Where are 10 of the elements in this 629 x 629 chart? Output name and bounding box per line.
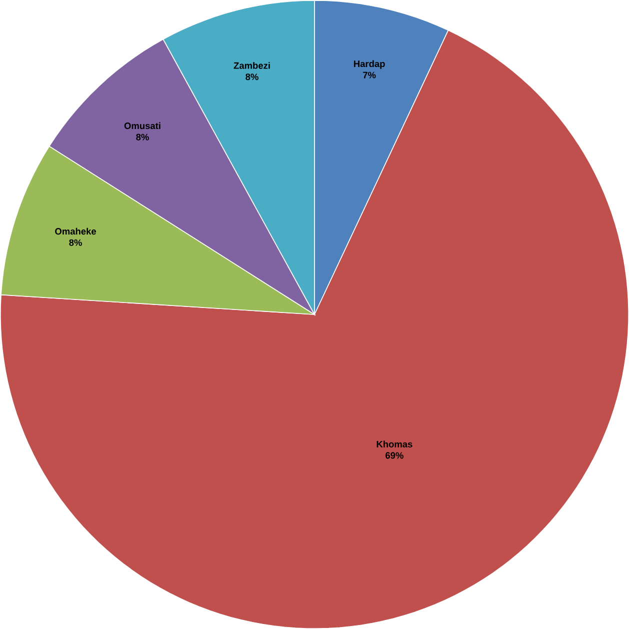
- data-label: 8%: [69, 239, 82, 246]
- slice-label: Hardap: [354, 60, 385, 69]
- data-label: 8%: [246, 74, 258, 80]
- data-label: 69%: [386, 452, 404, 459]
- slice-label: Omaheke: [55, 228, 96, 235]
- data-label: 7%: [363, 72, 376, 78]
- slice-label: Zambezi: [234, 62, 270, 69]
- slice-label: Omusati: [124, 122, 160, 130]
- data-label: 8%: [136, 134, 149, 140]
- slice-label: Khomas: [376, 440, 412, 448]
